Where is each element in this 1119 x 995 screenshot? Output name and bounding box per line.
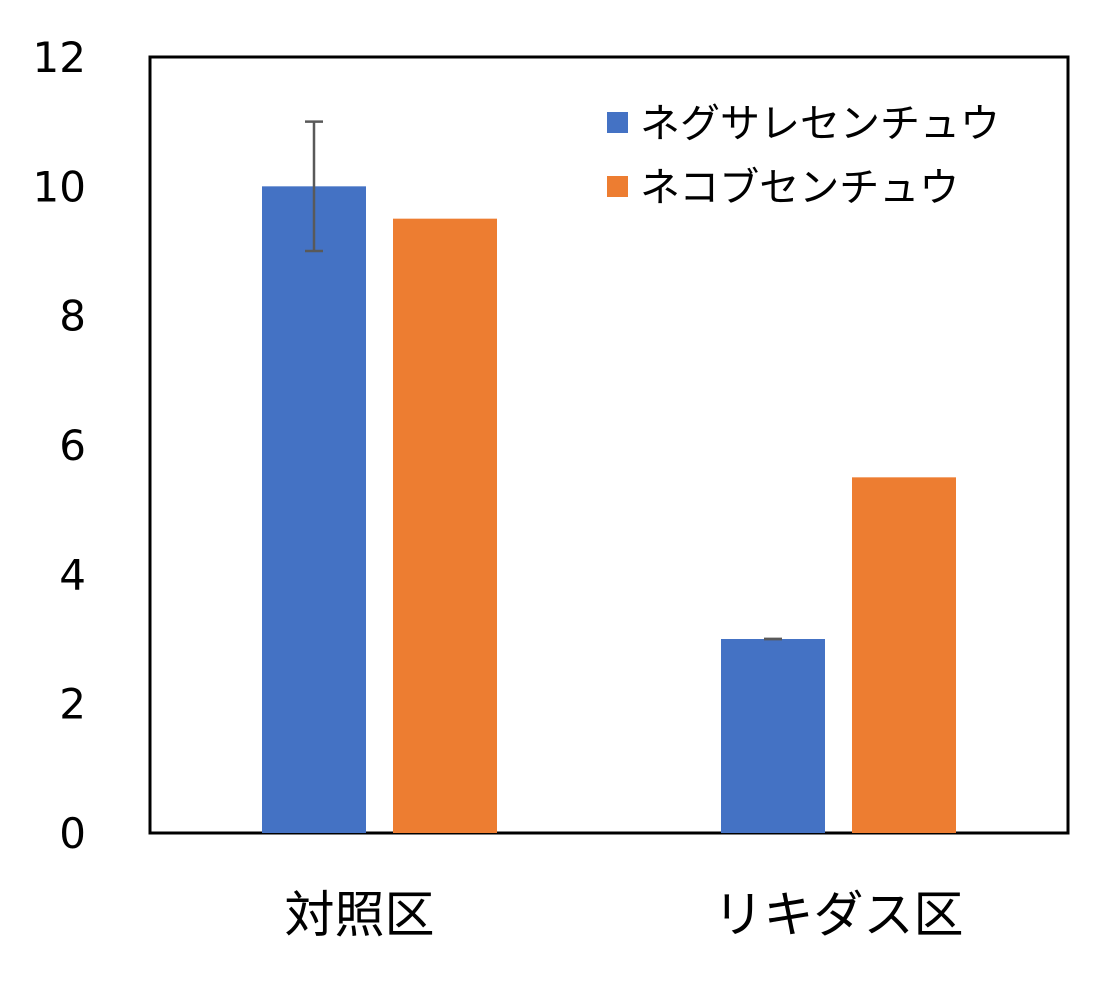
x-category-label: リキダス区	[714, 886, 964, 944]
bar	[721, 639, 825, 833]
legend-swatch	[607, 112, 628, 133]
y-tick-label: 0	[59, 809, 86, 858]
y-tick-label: 2	[59, 680, 86, 729]
y-tick-label: 6	[59, 421, 86, 470]
plot-area-frame	[148, 55, 1070, 835]
y-axis-ticks: 0 2 4 6 8 10 12	[33, 33, 86, 858]
x-axis-categories: 対照区 リキダス区	[285, 886, 964, 944]
y-tick-label: 10	[33, 162, 86, 211]
y-tick-label: 12	[33, 33, 86, 82]
bar	[393, 218, 497, 833]
bar	[852, 477, 956, 833]
legend-swatch	[607, 176, 628, 197]
legend-label: ネグサレセンチュウ	[640, 101, 1000, 147]
x-category-label: 対照区	[285, 886, 435, 944]
y-tick-label: 8	[59, 292, 86, 341]
bars	[262, 186, 956, 834]
error-bars	[305, 120, 782, 641]
y-tick-label: 4	[59, 550, 86, 599]
bar	[262, 186, 366, 834]
legend-label: ネコブセンチュウ	[640, 165, 959, 211]
